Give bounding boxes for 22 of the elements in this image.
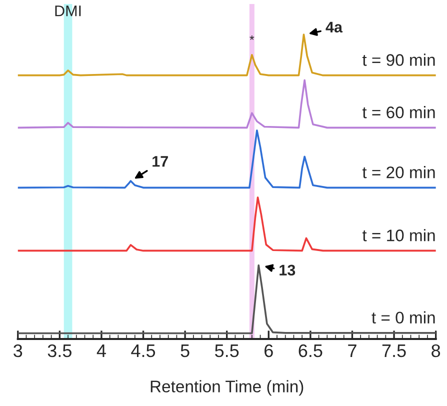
x-tick-label: 5.5 bbox=[215, 344, 239, 358]
x-tick-label: 4 bbox=[96, 344, 106, 357]
x-tick-label: 4.5 bbox=[131, 344, 156, 358]
annotation: 13 bbox=[280, 264, 296, 276]
annotation: 4a bbox=[326, 22, 343, 33]
annotation: 17 bbox=[152, 156, 168, 167]
x-tick-label: 6.5 bbox=[298, 344, 322, 358]
series-label: t = 60 min bbox=[362, 106, 435, 118]
band-label: * bbox=[250, 35, 254, 40]
band-label: DMI bbox=[55, 6, 81, 16]
x-tick-label: 8 bbox=[432, 344, 440, 358]
series-label: t = 10 min bbox=[362, 229, 435, 242]
x-tick-label: 6 bbox=[264, 344, 273, 358]
series-label: t = 0 min bbox=[372, 311, 435, 324]
x-tick-label: 7 bbox=[348, 344, 356, 357]
series-label: t = 90 min bbox=[362, 54, 435, 66]
x-tick-label: 5 bbox=[180, 344, 190, 358]
x-tick-label: 3 bbox=[14, 344, 22, 358]
x-tick-label: 3.5 bbox=[48, 344, 72, 358]
x-tick-label: 7.5 bbox=[382, 344, 406, 358]
series-label: t = 20 min bbox=[362, 166, 435, 178]
x-axis-title: Retention Time (min) bbox=[150, 380, 304, 396]
